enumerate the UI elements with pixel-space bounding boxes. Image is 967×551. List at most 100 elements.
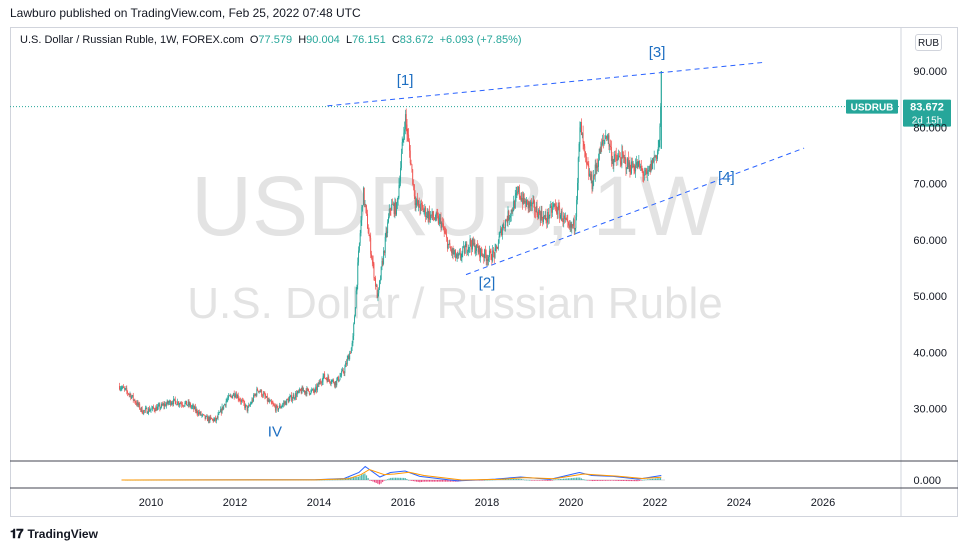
wave-label[interactable]: [2] (479, 275, 496, 292)
wave-label[interactable]: [4] (718, 169, 735, 186)
candle-body (656, 151, 658, 159)
candle-body (477, 247, 479, 253)
histogram-bar (449, 480, 452, 482)
candle-body (224, 404, 226, 406)
candle-body (224, 404, 225, 406)
histogram-bar (583, 479, 586, 481)
candle-body (522, 194, 524, 204)
candle-body (546, 221, 548, 223)
candle-body (128, 394, 130, 396)
candle-body (635, 165, 637, 172)
tradingview-logo[interactable]: 𝟏𝟕 TradingView (10, 526, 98, 542)
candle-body (565, 218, 567, 220)
histogram-bar (391, 477, 393, 480)
candle-body (353, 324, 355, 336)
candle-body (375, 285, 377, 287)
histogram-bar (422, 480, 424, 482)
candle-body (299, 389, 301, 391)
histogram-bar (582, 479, 584, 480)
candle-body (539, 209, 540, 214)
histogram-bar (388, 478, 390, 480)
candle-body (329, 382, 331, 384)
candle-body (268, 399, 270, 402)
candle-body (577, 157, 579, 183)
wave-label[interactable]: [1] (397, 72, 414, 89)
candle-body (257, 388, 259, 391)
candle-body (512, 210, 514, 212)
candle-body (284, 401, 286, 404)
histogram-bar (524, 479, 526, 481)
candle-body (532, 200, 534, 203)
wave-label[interactable]: IV (268, 424, 282, 441)
trendline[interactable] (327, 62, 763, 107)
candle-body (264, 393, 266, 397)
candle-body (639, 160, 641, 168)
candle-body (528, 202, 530, 208)
candle-body (467, 247, 469, 252)
histogram-bar (369, 480, 371, 481)
candle-body (569, 223, 571, 228)
candle-body (360, 220, 362, 234)
candle-body (228, 395, 229, 399)
candle-body (243, 400, 245, 404)
candle-body (232, 395, 234, 399)
histogram-bar (328, 479, 330, 481)
histogram-bar (551, 480, 553, 481)
candle-body (421, 204, 423, 208)
candle-body (201, 414, 203, 416)
histogram-bar (593, 480, 595, 482)
candle-body (629, 162, 631, 172)
candle-body (200, 411, 202, 416)
tradingview-logo-icon: 𝟏𝟕 (10, 526, 24, 541)
candle-body (289, 396, 291, 399)
candle-body (609, 145, 611, 147)
candle-body (194, 406, 196, 410)
histogram-bar (351, 477, 353, 480)
candle-body (498, 236, 500, 244)
currency-button[interactable]: RUB (915, 34, 942, 51)
candle-body (173, 398, 175, 400)
candle-body (337, 376, 339, 380)
candle-body (305, 391, 307, 395)
candle-body (608, 135, 610, 147)
histogram-bar (445, 480, 447, 482)
candle-body (383, 250, 385, 264)
candle-body (341, 369, 343, 372)
candle-body (122, 386, 124, 388)
candle-body (606, 137, 608, 139)
candle-body (383, 250, 385, 253)
candle-body (416, 199, 418, 203)
candle-body (437, 214, 439, 216)
candle-body (181, 403, 183, 405)
candle-body (654, 156, 656, 158)
candle-body (435, 212, 437, 220)
histogram-bar (617, 480, 620, 481)
candle-body (484, 249, 486, 255)
candle-body (552, 205, 554, 208)
candle-body (434, 219, 436, 221)
candle-body (559, 207, 561, 219)
histogram-bar (566, 478, 568, 480)
candle-body (466, 243, 468, 253)
candle-body (640, 165, 642, 169)
candle-body (613, 160, 615, 166)
symbol-legend[interactable]: U.S. Dollar / Russian Ruble, 1W, FOREX.c… (20, 34, 522, 46)
histogram-bar (438, 480, 440, 482)
candle-body (130, 394, 132, 399)
wave-label[interactable]: [3] (649, 44, 666, 61)
candle-body (149, 410, 151, 412)
candle-body (170, 403, 172, 405)
candle-body (213, 419, 215, 422)
histogram-bar (651, 478, 654, 480)
histogram-bar (427, 480, 429, 482)
histogram-bar (373, 480, 376, 483)
candle-body (291, 398, 293, 401)
histogram-bar (448, 480, 450, 482)
candle-body (444, 231, 446, 233)
histogram-bar (409, 480, 411, 481)
trendline[interactable] (465, 147, 805, 276)
x-tick-label: 2016 (391, 497, 415, 509)
histogram-bar (653, 478, 655, 480)
histogram-bar (509, 479, 511, 480)
